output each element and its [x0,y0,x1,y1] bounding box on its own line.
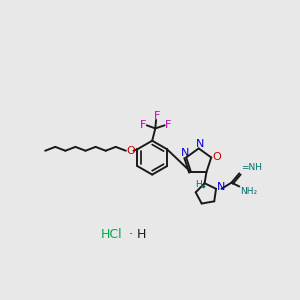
Text: NH₂: NH₂ [240,188,257,196]
Text: H: H [195,179,202,188]
Text: N: N [180,148,189,158]
Text: F: F [165,119,172,130]
Text: F: F [140,119,146,130]
Text: F: F [154,111,160,121]
Text: O: O [126,146,135,156]
Text: HCl: HCl [100,228,122,241]
Text: N: N [217,182,226,192]
Text: · H: · H [125,228,146,241]
Text: O: O [212,152,221,163]
Text: =NH: =NH [241,164,262,172]
Text: N: N [196,139,204,149]
